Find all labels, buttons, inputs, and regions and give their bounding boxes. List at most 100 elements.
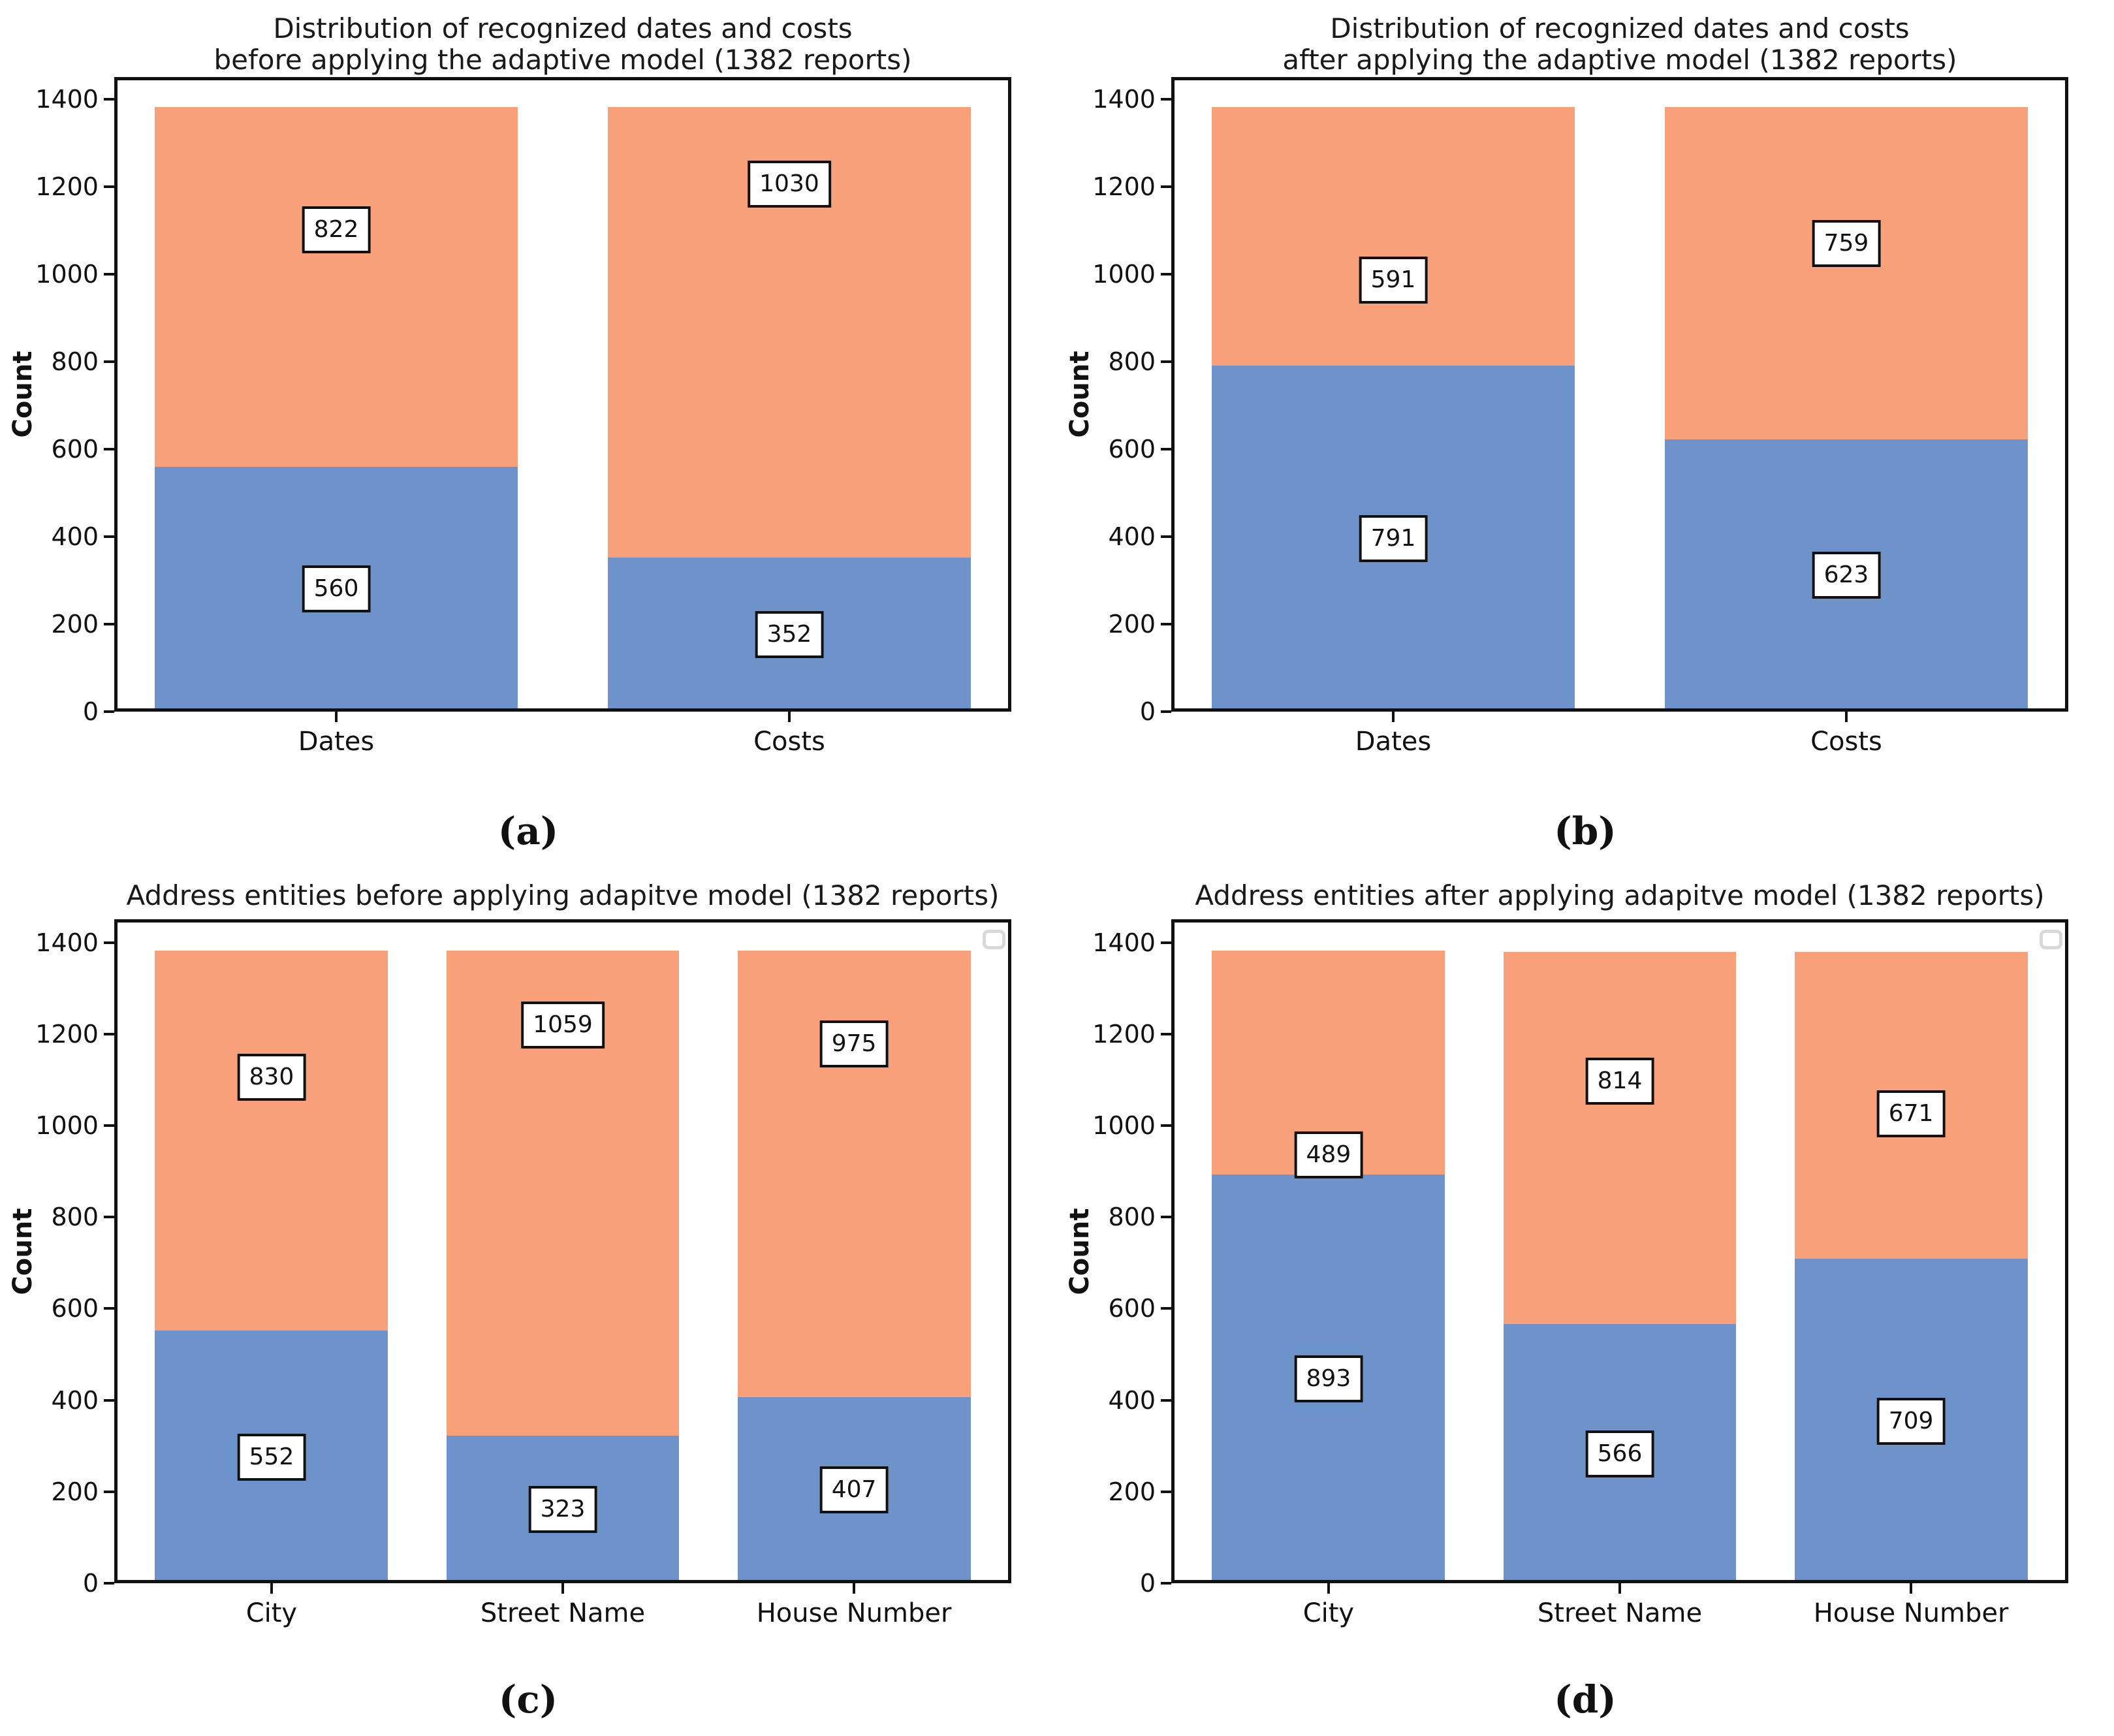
value-label: 814 bbox=[1585, 1058, 1654, 1105]
y-tick bbox=[104, 1307, 114, 1310]
axes-frame bbox=[114, 77, 1011, 712]
value-label: 489 bbox=[1294, 1131, 1363, 1179]
x-tick-label: City bbox=[1302, 1598, 1355, 1628]
value-label: 709 bbox=[1876, 1397, 1946, 1445]
chart-panel-b: Distribution of recognized dates and cos… bbox=[1057, 0, 2114, 868]
y-tick-label: 400 bbox=[1108, 1385, 1156, 1415]
y-axis-label: Count bbox=[1065, 351, 1095, 438]
y-tick bbox=[104, 273, 114, 276]
value-label: 893 bbox=[1294, 1355, 1363, 1403]
y-tick bbox=[1161, 448, 1171, 451]
chart-caption: (c) bbox=[498, 1677, 558, 1722]
x-tick-label: Costs bbox=[753, 727, 825, 757]
y-tick-label: 400 bbox=[51, 1385, 99, 1415]
y-tick-label: 1400 bbox=[35, 928, 99, 957]
x-tick-label: Street Name bbox=[1537, 1598, 1703, 1628]
y-tick-label: 400 bbox=[51, 522, 99, 552]
x-tick-label: House Number bbox=[756, 1598, 952, 1628]
x-tick-label: Dates bbox=[298, 727, 375, 757]
x-tick bbox=[1910, 1583, 1913, 1594]
y-tick-label: 1200 bbox=[35, 172, 99, 202]
bar-segment-orange bbox=[155, 107, 518, 467]
y-tick bbox=[104, 623, 114, 626]
axes-frame bbox=[1171, 919, 2068, 1583]
chart-panel-d: Address entities after applying adapitve… bbox=[1057, 868, 2114, 1736]
y-tick bbox=[1161, 360, 1171, 364]
y-tick-label: 800 bbox=[51, 1203, 99, 1232]
y-tick-label: 400 bbox=[1108, 522, 1156, 552]
chart-panel-a: Distribution of recognized dates and cos… bbox=[0, 0, 1057, 868]
y-tick-label: 0 bbox=[82, 697, 99, 726]
y-tick bbox=[1161, 185, 1171, 189]
chart-title-line: Address entities after applying adapitve… bbox=[1195, 879, 2045, 911]
x-tick bbox=[1844, 712, 1848, 722]
y-tick bbox=[104, 185, 114, 189]
y-tick bbox=[104, 1032, 114, 1035]
y-tick-label: 600 bbox=[51, 435, 99, 464]
x-tick bbox=[270, 1583, 273, 1594]
x-tick bbox=[1392, 712, 1395, 722]
y-tick-label: 200 bbox=[51, 1477, 99, 1506]
y-tick bbox=[1161, 1582, 1171, 1585]
chart-title-line: before applying the adaptive model (1382… bbox=[213, 44, 912, 76]
y-tick bbox=[1161, 1124, 1171, 1128]
y-tick-label: 600 bbox=[1108, 1294, 1156, 1323]
y-tick-label: 1000 bbox=[1092, 260, 1156, 289]
y-tick-label: 600 bbox=[1108, 435, 1156, 464]
x-tick bbox=[853, 1583, 856, 1594]
chart-title-line: after applying the adaptive model (1382 … bbox=[1282, 44, 1957, 76]
y-axis-label: Count bbox=[8, 1208, 38, 1295]
y-tick-label: 600 bbox=[51, 1294, 99, 1323]
x-tick bbox=[787, 712, 791, 722]
axes-frame bbox=[1171, 77, 2068, 712]
y-tick-label: 1200 bbox=[1092, 172, 1156, 202]
x-tick-label: City bbox=[245, 1598, 298, 1628]
bar-segment-orange bbox=[1212, 107, 1575, 366]
y-tick-label: 1000 bbox=[1092, 1111, 1156, 1141]
x-tick bbox=[1327, 1583, 1330, 1594]
y-tick bbox=[104, 535, 114, 539]
x-tick bbox=[1618, 1583, 1621, 1594]
y-tick-label: 1400 bbox=[1092, 85, 1156, 114]
y-tick bbox=[104, 1124, 114, 1128]
chart-caption: (b) bbox=[1554, 809, 1617, 853]
chart-title: Address entities after applying adapitve… bbox=[1171, 880, 2068, 911]
chart-panel-c: Address entities before applying adapitv… bbox=[0, 868, 1057, 1736]
y-tick bbox=[1161, 1307, 1171, 1310]
value-label: 759 bbox=[1812, 219, 1881, 267]
value-label: 323 bbox=[528, 1485, 597, 1533]
value-label: 591 bbox=[1359, 257, 1428, 304]
bar-segment-orange bbox=[1503, 951, 1737, 1325]
x-tick-label: Dates bbox=[1355, 727, 1432, 757]
chart-caption: (a) bbox=[497, 809, 559, 853]
y-tick bbox=[1161, 710, 1171, 713]
y-tick bbox=[104, 360, 114, 364]
y-tick bbox=[1161, 273, 1171, 276]
y-tick bbox=[104, 98, 114, 101]
value-label: 566 bbox=[1585, 1430, 1654, 1477]
y-tick bbox=[104, 1490, 114, 1493]
value-label: 560 bbox=[302, 565, 371, 613]
x-tick-label: Street Name bbox=[480, 1598, 646, 1628]
y-tick bbox=[104, 1216, 114, 1219]
value-label: 623 bbox=[1812, 552, 1881, 599]
chart-title-line: Distribution of recognized dates and cos… bbox=[1330, 12, 1910, 44]
y-tick-label: 0 bbox=[1139, 697, 1156, 726]
y-tick bbox=[1161, 1490, 1171, 1493]
y-tick-label: 800 bbox=[1108, 347, 1156, 377]
y-tick-label: 200 bbox=[1108, 1477, 1156, 1506]
y-tick bbox=[104, 941, 114, 944]
y-tick-label: 1200 bbox=[1092, 1019, 1156, 1049]
y-tick-label: 1000 bbox=[35, 1111, 99, 1141]
legend-box bbox=[2040, 930, 2062, 949]
value-label: 352 bbox=[755, 611, 824, 659]
y-tick bbox=[104, 448, 114, 451]
x-tick bbox=[335, 712, 338, 722]
y-tick bbox=[1161, 535, 1171, 539]
axes-frame bbox=[114, 919, 1011, 1583]
y-tick-label: 200 bbox=[51, 610, 99, 639]
value-label: 1059 bbox=[521, 1001, 605, 1049]
x-tick-label: Costs bbox=[1810, 727, 1882, 757]
y-tick-label: 200 bbox=[1108, 610, 1156, 639]
